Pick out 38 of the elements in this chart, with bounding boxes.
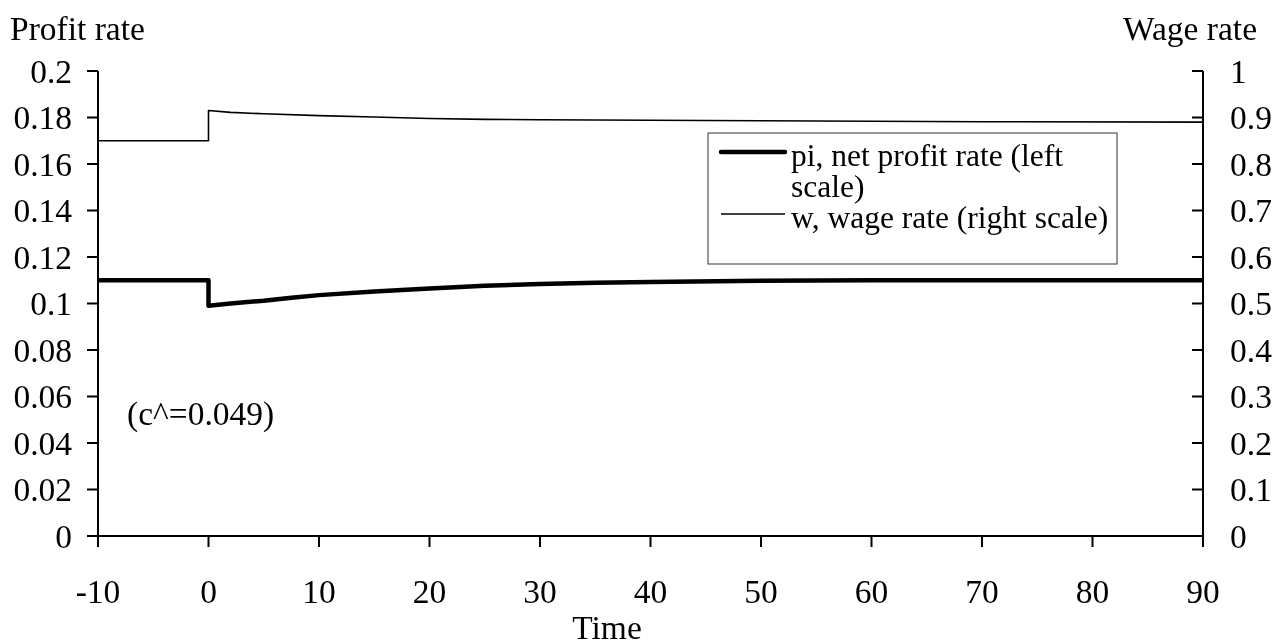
legend-label: pi, net profit rate (left scale) (791, 138, 1064, 205)
x-tick-label: -10 (75, 572, 121, 610)
x-tick-label: 90 (1186, 572, 1220, 610)
x-tick-label: 20 (412, 572, 447, 610)
y2-tick-label: 0.7 (1230, 192, 1272, 230)
x-tick-label: 60 (854, 572, 889, 610)
y-tick-label: 0.06 (13, 378, 72, 416)
x-tick-label: 40 (633, 572, 668, 610)
y2-tick-label: 0.3 (1230, 378, 1272, 416)
annotation: (c^=0.049) (127, 394, 275, 433)
y-tick-label: 0.14 (13, 192, 73, 230)
x-tick-label: 80 (1075, 572, 1110, 610)
y-tick-label: 0.2 (30, 52, 72, 90)
y-axis-title: Profit rate (10, 9, 145, 47)
y2-tick-label: 0.2 (1230, 424, 1272, 462)
y2-tick-label: 0.6 (1230, 238, 1272, 276)
x-axis-title: Time (572, 608, 642, 642)
y-tick-label: 0.1 (30, 285, 72, 323)
x-tick-label: 30 (523, 572, 557, 610)
y2-tick-label: 0.9 (1230, 99, 1272, 137)
y-tick-label: 0.12 (13, 238, 72, 276)
x-tick-label: 70 (965, 572, 999, 610)
x-tick-label: 0 (200, 572, 217, 610)
x-tick-label: 50 (744, 572, 778, 610)
y-tick-label: 0.02 (13, 471, 72, 509)
y2-tick-label: 0.5 (1230, 285, 1272, 323)
y-tick-label: 0.18 (13, 99, 72, 137)
y2-tick-label: 0.4 (1230, 331, 1273, 369)
y-tick-label: 0 (55, 517, 72, 555)
y2-tick-label: 0.1 (1230, 471, 1272, 509)
y2-axis-title: Wage rate (1123, 9, 1257, 47)
y-tick-label: 0.08 (13, 331, 72, 369)
y2-tick-label: 1 (1230, 52, 1247, 90)
y-tick-label: 0.04 (13, 424, 73, 462)
y-tick-label: 0.16 (13, 145, 72, 183)
y2-tick-label: 0.8 (1230, 145, 1272, 183)
y2-tick-label: 0 (1230, 517, 1247, 555)
x-tick-label: 10 (302, 572, 336, 610)
